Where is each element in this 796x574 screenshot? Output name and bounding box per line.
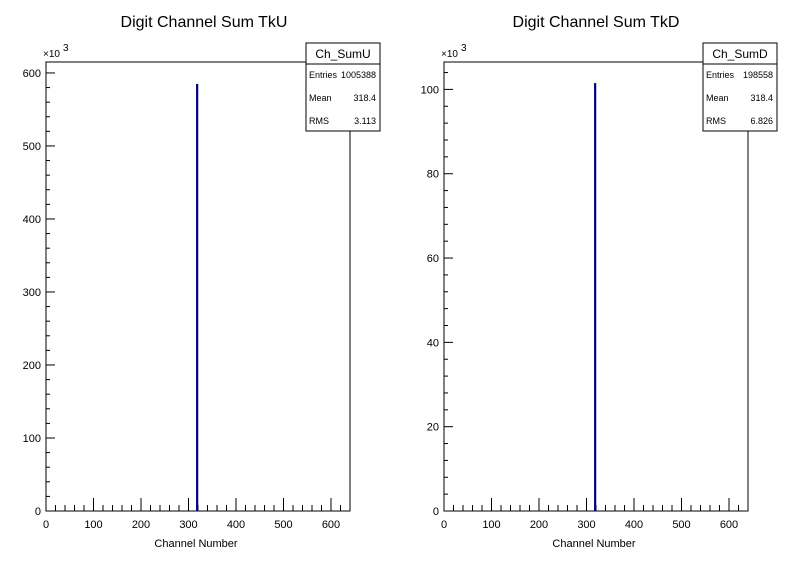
- stats-value: 1005388: [341, 70, 376, 80]
- y-tick-label: 300: [23, 287, 41, 299]
- stats-name: Ch_SumD: [712, 47, 768, 61]
- x-tick-label: 500: [274, 519, 292, 531]
- x-tick-label: 0: [43, 519, 49, 531]
- y-tick-label: 20: [427, 422, 439, 434]
- x-tick-label: 400: [227, 519, 245, 531]
- y-tick-label: 100: [421, 84, 439, 96]
- stats-label: Entries: [309, 70, 338, 80]
- x-axis-label: Channel Number: [552, 538, 635, 550]
- x-tick-label: 200: [530, 519, 548, 531]
- stats-value: 198558: [743, 70, 773, 80]
- y-tick-label: 60: [427, 253, 439, 265]
- stats-value: 318.4: [750, 93, 773, 103]
- x-tick-label: 600: [322, 519, 340, 531]
- y-tick-label: 400: [23, 214, 41, 226]
- stats-label: Entries: [706, 70, 735, 80]
- chart-panel-1: Digit Channel Sum TkU 0 100 200 300 400 500 600…: [23, 14, 381, 550]
- y-tick-label: 80: [427, 169, 439, 181]
- chart-title: Digit Channel Sum TkD: [513, 14, 680, 31]
- y-multiplier: ×10: [43, 49, 60, 60]
- y-multiplier-exponent: 3: [461, 43, 467, 54]
- y-tick-label: 100: [23, 433, 41, 445]
- x-tick-label: 400: [625, 519, 643, 531]
- y-tick-label: 0: [35, 506, 41, 518]
- histogram-bar: [196, 83, 199, 511]
- x-tick-label: 200: [132, 519, 150, 531]
- y-tick-label: 0: [433, 506, 439, 518]
- stats-label: Mean: [706, 93, 729, 103]
- x-tick-label: 500: [672, 519, 690, 531]
- y-multiplier: ×10: [441, 49, 458, 60]
- stats-label: RMS: [309, 116, 329, 126]
- histogram-bar: [594, 83, 597, 512]
- y-multiplier-exponent: 3: [63, 43, 69, 54]
- x-tick-label: 300: [179, 519, 197, 531]
- stats-box: [305, 42, 381, 132]
- stats-box: [702, 42, 778, 132]
- y-tick-label: 200: [23, 360, 41, 372]
- chart-title: Digit Channel Sum TkU: [121, 14, 288, 31]
- x-axis-label: Channel Number: [154, 538, 237, 550]
- y-tick-label: 40: [427, 337, 439, 349]
- stats-value: 6.826: [750, 116, 773, 126]
- stats-name: Ch_SumU: [315, 47, 370, 61]
- stats-value: 318.4: [353, 93, 376, 103]
- x-tick-label: 300: [577, 519, 595, 531]
- stats-label: RMS: [706, 116, 726, 126]
- y-tick-label: 600: [23, 68, 41, 80]
- x-tick-label: 100: [84, 519, 102, 531]
- x-tick-label: 600: [720, 519, 738, 531]
- stats-value: 3.113: [354, 116, 376, 126]
- stats-label: Mean: [309, 93, 332, 103]
- x-tick-label: 100: [482, 519, 500, 531]
- y-tick-label: 500: [23, 141, 41, 153]
- x-tick-label: 0: [441, 519, 447, 531]
